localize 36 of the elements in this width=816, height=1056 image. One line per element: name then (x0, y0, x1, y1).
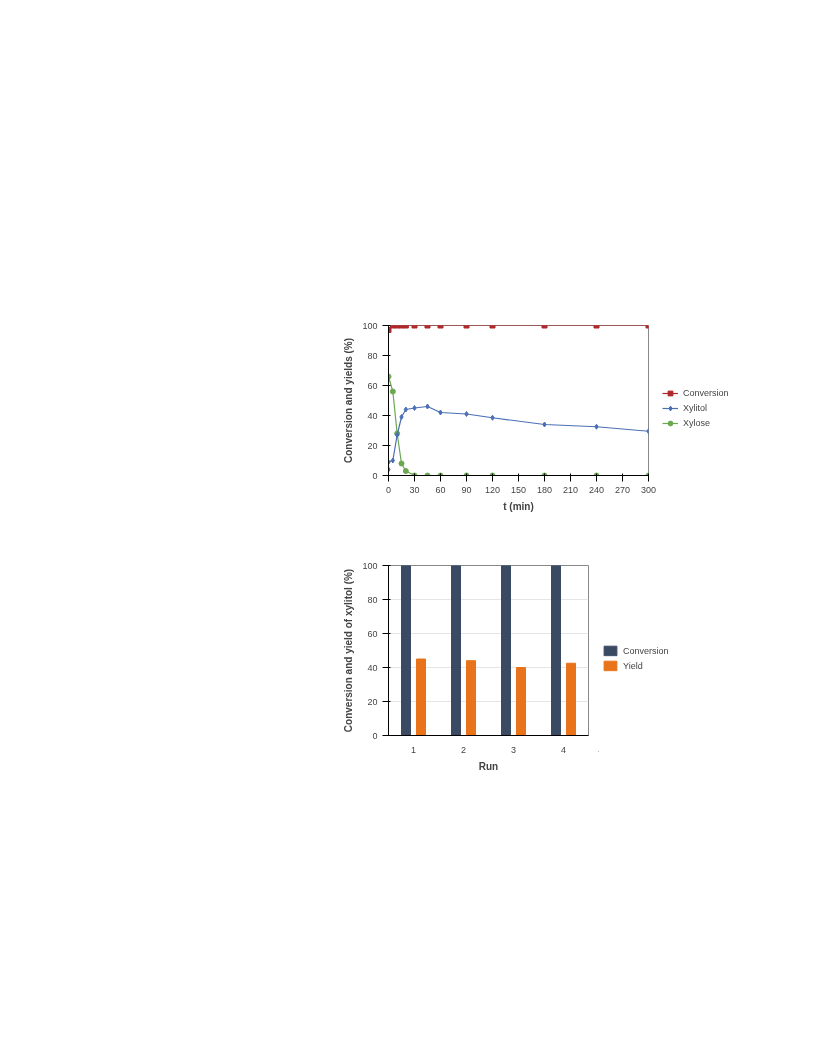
x-tick-label: 2 (461, 744, 467, 755)
y-tick-label: 0 (372, 730, 378, 741)
x-tick-label: 300 (640, 484, 657, 495)
y-tick-label: 40 (367, 410, 378, 421)
x-tick-label: 240 (588, 484, 605, 495)
y-tick-label: 100 (362, 320, 378, 331)
x-tick-label: 60 (435, 484, 446, 495)
y-tick-label: 20 (367, 696, 378, 707)
x-axis-title: t (min) (503, 500, 534, 512)
x-tick-label: 1 (411, 744, 417, 755)
y-tick-label: 60 (367, 380, 378, 391)
x-tick-label: 3 (511, 744, 517, 755)
y-tick-label: 0 (372, 470, 378, 481)
y-tick-label: 60 (367, 628, 378, 639)
x-tick-label: 270 (614, 484, 631, 495)
legend-label: Conversion (683, 387, 729, 399)
x-tick-label: 30 (409, 484, 420, 495)
x-tick-label: 210 (562, 484, 579, 495)
x-tick-label: 90 (461, 484, 472, 495)
x-tick-label: 150 (510, 484, 527, 495)
y-tick-label: 80 (367, 594, 378, 605)
legend-label: Yield (623, 659, 643, 672)
x-axis-title: Run (478, 760, 499, 772)
y-tick-label: 20 (367, 440, 378, 451)
x-tick-label: 180 (536, 484, 553, 495)
y-tick-label: 100 (362, 560, 378, 571)
x-tick-label: 120 (484, 484, 501, 495)
y-tick-label: 80 (367, 350, 378, 361)
legend-label: Xylitol (683, 402, 708, 414)
legend-label: Xylose (683, 417, 711, 429)
y-axis-title: Conversion and yields (%) (343, 337, 355, 464)
x-tick-label: 0 (386, 484, 392, 495)
x-tick-label: 4 (561, 744, 567, 755)
legend-label: Conversion (623, 644, 669, 657)
y-tick-label: 40 (367, 662, 378, 673)
y-axis-title: Conversion and yield of xylitol (%) (343, 568, 355, 733)
